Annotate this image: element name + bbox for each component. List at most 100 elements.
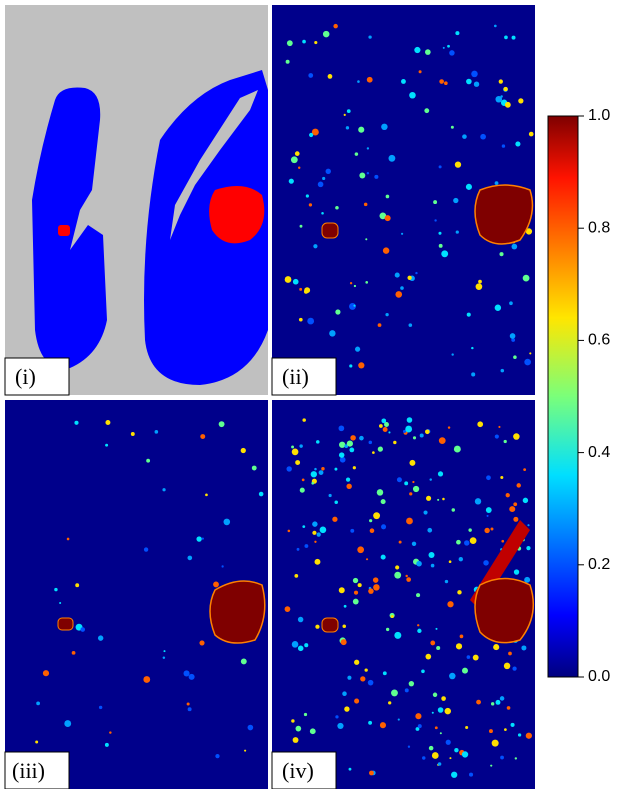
speckle [395,291,403,298]
speckle [510,722,515,727]
speckle [511,243,518,250]
speckle [369,770,374,776]
speckle [495,699,501,705]
speckle [412,480,415,484]
speckle [429,478,432,481]
speckle [419,433,424,438]
speckle [350,435,356,441]
speckle [297,166,301,170]
speckle [349,364,353,368]
speckle [295,725,302,732]
speckle [430,563,435,568]
speckle [105,420,111,425]
speckle [494,304,502,311]
speckle [462,134,467,139]
speckle [143,676,151,683]
speckle [291,448,299,456]
speckle [434,219,437,222]
speckle [527,524,530,527]
speckle [205,493,208,497]
speckle [417,628,422,634]
speckle [354,659,360,665]
speckle [478,279,482,284]
speckle [365,238,368,241]
speckle [407,275,412,280]
speckle [493,644,500,651]
speckle [388,154,396,162]
speckle [162,488,166,492]
speckle [422,756,426,760]
speckle [284,606,291,613]
speckle [486,514,489,517]
speckle [474,498,482,505]
speckle [247,724,254,731]
panel-i [5,5,268,395]
speckle [390,614,394,618]
speckle [447,426,451,429]
speckle [521,645,527,651]
speckle [318,470,324,476]
speckle [333,23,338,29]
speckle [349,447,355,453]
speckle [36,701,40,706]
speckle [372,577,379,583]
speckle [54,587,58,592]
speckle [476,699,481,705]
speckle [412,436,417,440]
speckle [472,654,479,661]
speckle [514,757,518,760]
speckle [417,724,422,729]
speckle [451,508,456,512]
speckle [449,672,456,680]
speckle [500,95,503,98]
speckle [312,521,318,527]
speckle [347,675,352,680]
speckle [143,547,149,552]
speckle [453,445,461,453]
speckle [299,487,305,493]
speckle [525,732,532,739]
speckle [436,645,441,651]
speckle [461,667,468,674]
speckle [162,656,166,660]
speckle [302,39,306,44]
speckle [315,624,320,629]
speckle [393,440,397,445]
speckle [294,574,299,578]
speckle [373,512,381,520]
speckle [357,80,360,83]
speckle [438,165,442,169]
speckle [471,70,478,78]
speckle [359,172,366,179]
speckle [381,418,387,424]
speckle [435,627,438,630]
speckle [368,35,372,39]
speckle [423,510,428,515]
speckle [515,141,521,147]
speckle [379,424,383,428]
speckle [343,604,347,608]
speckle [395,565,400,570]
speckle [414,46,421,54]
speckle [322,176,326,181]
speckle [490,764,493,767]
speckle [322,30,330,38]
speckle [512,666,517,671]
speckle [495,95,503,103]
speckle [416,593,421,598]
speckle [297,645,304,652]
speckle [464,540,470,546]
speckle [325,168,331,174]
speckle [511,35,516,40]
speckle [97,635,104,641]
speckle [408,680,415,687]
speckle [366,171,370,175]
speckle [213,581,219,588]
speckle [528,131,534,137]
speckle [319,526,327,534]
speckle [409,91,416,99]
speckle [493,24,497,28]
speckle [382,427,388,432]
speckle [365,558,369,561]
speckle [346,440,353,447]
